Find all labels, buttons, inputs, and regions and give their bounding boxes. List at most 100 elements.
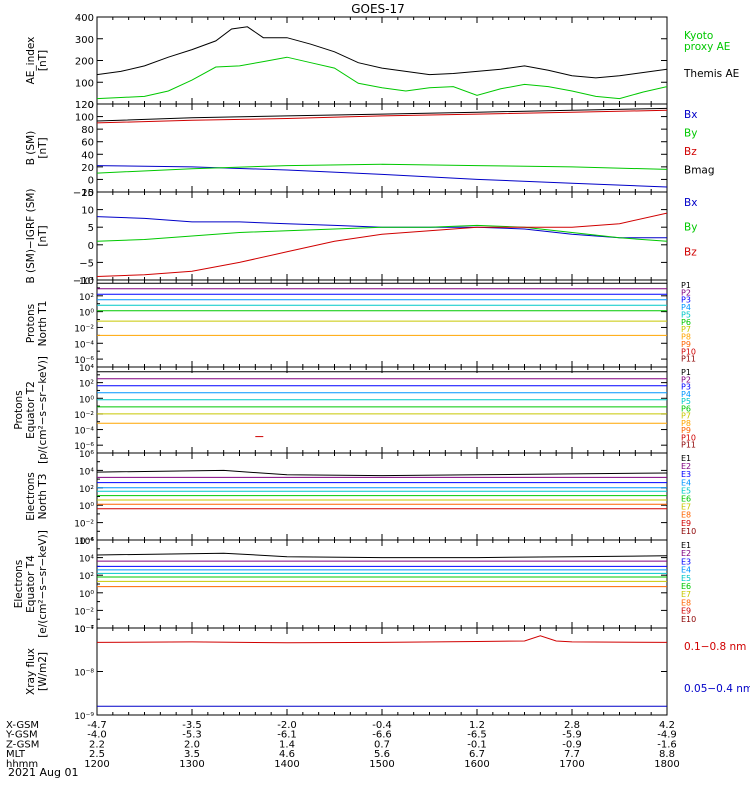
channel-label-E9: E9: [681, 519, 691, 528]
legend-entry: By: [684, 222, 697, 234]
y-axis-label: [nT]: [37, 137, 49, 158]
y-tick-label: 10⁻²: [74, 411, 94, 421]
channel-label-E8: E8: [681, 598, 691, 607]
y-tick-label: 10⁰: [79, 502, 94, 512]
y-tick-label: 60: [81, 138, 94, 149]
y-axis-label: Equator T4: [25, 555, 37, 613]
y-tick-label: 80: [81, 125, 94, 136]
series-line-0.1−0.8 nm: [97, 635, 667, 644]
y-tick-label: 10²: [79, 293, 94, 303]
channel-label-P9: P9: [681, 426, 691, 435]
y-tick-label: 100: [75, 78, 94, 89]
x-row-value: -6.1: [277, 730, 297, 741]
y-tick-label: 100: [75, 113, 94, 124]
x-row-value: 1800: [654, 759, 679, 770]
x-row-value: 2.8: [564, 720, 580, 731]
x-row-value: 1300: [179, 759, 204, 770]
channel-label-P3: P3: [681, 383, 691, 392]
panel-p_t2: 10⁻⁶ 10⁻⁴ 10⁻² 10⁰ 10² 10⁴ Protons Equator T2 [p…: [13, 356, 696, 464]
y-tick-label: 300: [75, 35, 94, 46]
y-tick-label: 5: [88, 223, 94, 234]
channel-label-P6: P6: [681, 404, 691, 413]
x-row-value: 2.0: [184, 739, 200, 750]
channel-label-P8: P8: [681, 333, 691, 342]
channel-label-E3: E3: [681, 557, 691, 566]
y-tick-label: 10⁴: [79, 364, 94, 374]
y-axis-label: [nT]: [37, 50, 49, 71]
channel-label-E6: E6: [681, 582, 691, 591]
legend-entry: Bz: [684, 246, 697, 258]
legend-entry: Bx: [684, 197, 697, 209]
y-axis-label: [p/(cm²−s−sr−keV)]: [37, 356, 49, 464]
x-row-value: 4.6: [279, 749, 295, 760]
channel-label-E3: E3: [681, 470, 691, 479]
channel-label-P1: P1: [681, 368, 691, 377]
y-tick-label: 10⁻²: [74, 324, 94, 334]
channel-label-P5: P5: [681, 310, 691, 319]
x-row-value: 1.2: [469, 720, 485, 731]
x-row-value: 1200: [84, 759, 109, 770]
channel-label-E10: E10: [681, 615, 696, 624]
y-tick-label: 10²: [79, 485, 94, 495]
channel-label-P4: P4: [681, 303, 691, 312]
x-row-value: 8.8: [659, 749, 675, 760]
x-row-value: -4.0: [87, 730, 107, 741]
y-tick-label: 10⁰: [79, 395, 94, 405]
y-tick-label: 10⁻⁴: [74, 427, 94, 437]
legend-entry: Bz: [684, 146, 697, 158]
y-tick-label: 10⁻²: [74, 520, 94, 530]
channel-label-E2: E2: [681, 462, 691, 471]
panel-frame: [96, 191, 668, 281]
channel-label-E9: E9: [681, 607, 691, 616]
x-row-value: -6.6: [372, 730, 392, 741]
x-row-value: -4.7: [87, 720, 107, 731]
panel-xray: 10⁻⁹ 10⁻⁸ 10⁻⁷ Xray flux [W/m2] 0.1−0.8 nm 0.0…: [25, 625, 750, 722]
y-tick-label: 10⁶: [79, 537, 94, 547]
y-tick-label: 0: [88, 175, 94, 186]
channel-label-E4: E4: [681, 478, 691, 487]
date-label: 2021 Aug 01: [8, 766, 78, 779]
y-tick-label: 10⁻²: [74, 607, 94, 617]
series-line-Bmag: [97, 107, 667, 122]
channel-label-P10: P10: [681, 433, 696, 442]
x-row-label: MLT: [6, 749, 26, 760]
legend-entry: 0.1−0.8 nm: [684, 641, 746, 653]
panel-frame: [96, 279, 668, 368]
channel-label-P2: P2: [681, 375, 691, 384]
x-row-value: 1700: [559, 759, 584, 770]
x-row-value: 0.7: [374, 739, 390, 750]
y-axis-label: B (SM)−IGRF (SM): [25, 188, 37, 283]
legend-entry: By: [684, 128, 697, 140]
channel-label-P9: P9: [681, 340, 691, 349]
y-tick-label: 10⁶: [79, 450, 94, 460]
x-row-label: Y-GSM: [5, 730, 38, 741]
panel-frame: [96, 452, 668, 541]
x-row-value: -3.5: [182, 720, 202, 731]
channel-label-E8: E8: [681, 511, 691, 520]
plot-title: GOES-17: [351, 2, 405, 16]
x-row-value: -1.6: [657, 739, 677, 750]
x-row-value: 4.2: [659, 720, 675, 731]
x-row-value: 2.5: [89, 749, 105, 760]
channel-label-P11: P11: [681, 355, 696, 364]
y-axis-label: Electrons: [13, 560, 25, 609]
x-row-value: 5.6: [374, 749, 390, 760]
y-axis-label: [nT]: [37, 225, 49, 246]
y-axis-label: North T3: [37, 474, 49, 520]
channel-label-P7: P7: [681, 325, 691, 334]
channel-label-E10: E10: [681, 527, 696, 536]
y-tick-label: −5: [79, 258, 94, 269]
y-tick-label: −20: [73, 188, 94, 199]
y-tick-label: 10⁻⁷: [74, 625, 94, 635]
y-tick-label: 10⁻⁶: [74, 356, 94, 366]
panel-frame: [96, 366, 668, 454]
legend-entry: 0.05−0.4 nm: [684, 683, 750, 695]
channel-label-P4: P4: [681, 390, 691, 399]
y-tick-label: 10: [81, 206, 94, 217]
y-tick-label: −10: [73, 276, 94, 287]
channel-label-E5: E5: [681, 574, 691, 583]
y-axis-label: North T1: [37, 301, 49, 347]
y-tick-label: 10²: [79, 380, 94, 390]
